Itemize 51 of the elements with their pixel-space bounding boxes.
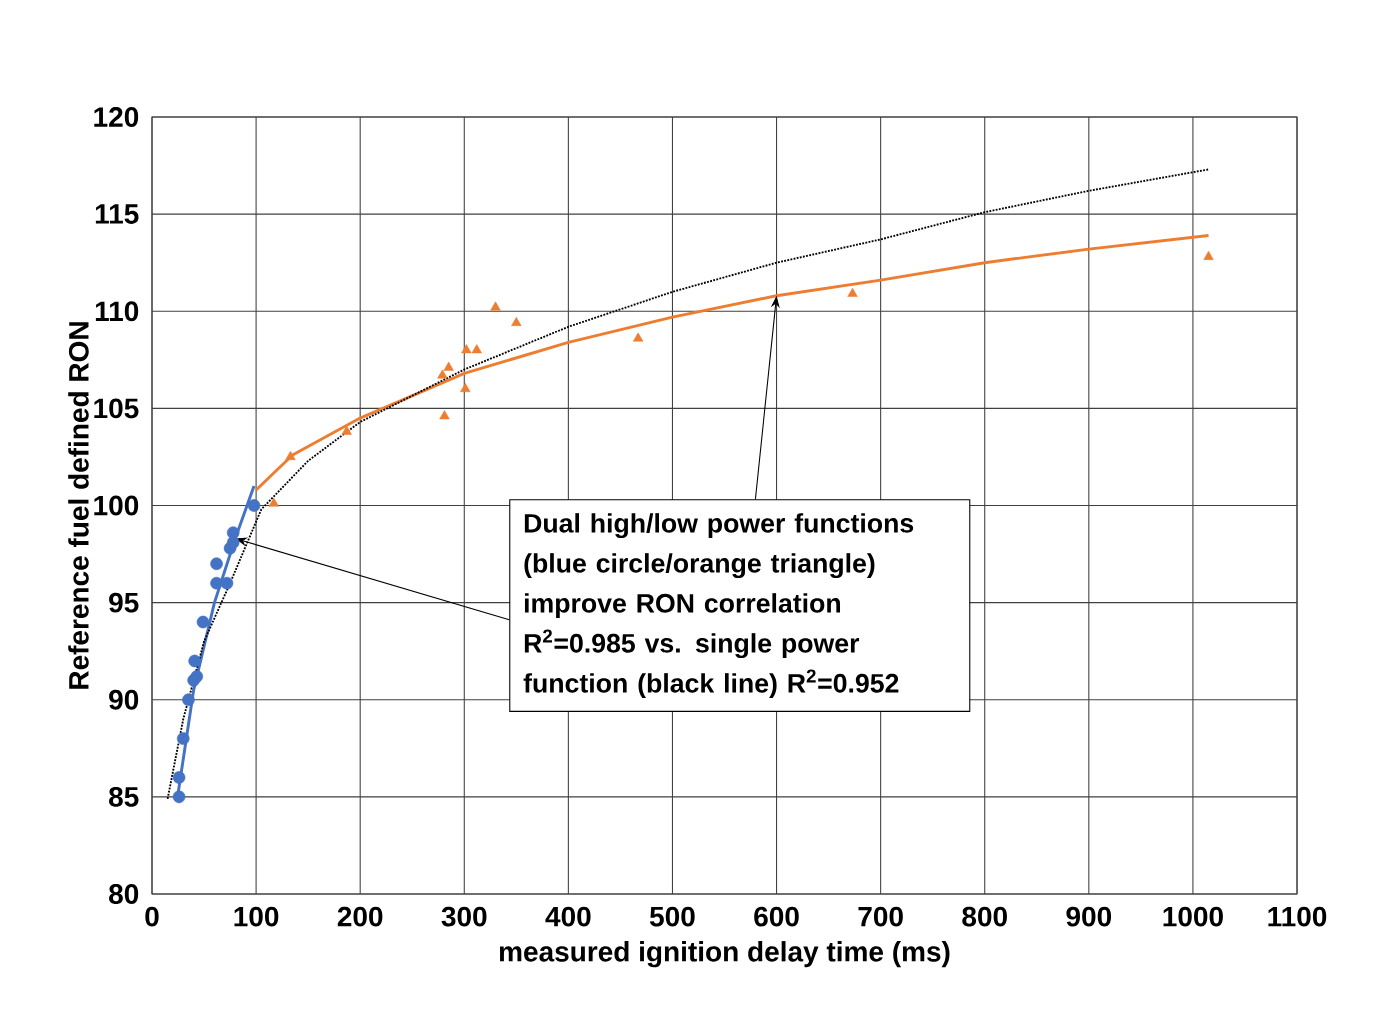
x-tick-label: 500 xyxy=(649,906,695,927)
point xyxy=(210,557,223,571)
line-series xyxy=(166,168,1210,800)
x-tick-label: 700 xyxy=(858,906,903,927)
y-tick-label: 85 xyxy=(109,786,139,807)
x-tick-label: 600 xyxy=(754,906,799,927)
point xyxy=(268,497,279,507)
point xyxy=(226,526,240,539)
point xyxy=(196,615,210,629)
y-tick-label: 95 xyxy=(109,592,139,613)
y-tick-label: 120 xyxy=(94,107,139,127)
point xyxy=(460,383,471,393)
y-tick-label: 105 xyxy=(94,398,139,419)
y-axis-title: Reference fuel defined RON xyxy=(68,322,89,689)
x-axis-title: measured ignition delay time (ms) xyxy=(499,941,950,968)
x-tick-label: 0 xyxy=(145,906,159,927)
point xyxy=(471,344,482,354)
x-tick-label: 1100 xyxy=(1268,906,1327,927)
point xyxy=(341,425,352,435)
x-tick-label: 300 xyxy=(441,906,487,927)
x-tick-label: 800 xyxy=(962,906,1007,927)
point xyxy=(1203,250,1214,260)
point xyxy=(461,344,472,354)
point xyxy=(172,771,186,784)
point xyxy=(188,654,201,668)
y-tick-label: 100 xyxy=(94,495,139,516)
point xyxy=(285,451,296,461)
y-tick-label: 90 xyxy=(109,689,139,710)
point xyxy=(190,670,204,683)
point xyxy=(847,287,858,297)
y-tick-label: 80 xyxy=(109,884,139,904)
point xyxy=(176,732,190,745)
line-series xyxy=(254,234,1210,492)
x-tick-label: 200 xyxy=(337,906,383,927)
point xyxy=(247,499,261,512)
point xyxy=(490,301,501,311)
x-tick-label: 400 xyxy=(545,906,591,927)
point xyxy=(632,332,644,342)
point xyxy=(443,361,454,371)
point xyxy=(220,576,234,590)
point xyxy=(437,369,448,379)
x-tick-label: 1000 xyxy=(1163,906,1223,927)
text: Dual high/low power functions (blue circle/orange triangle) improve RON correlation R$^{2}$=0.985 vs. single power function (black line) R$^{2}$=0.952 xyxy=(523,513,914,699)
point xyxy=(182,693,195,707)
y-tick-label: 110 xyxy=(95,301,139,322)
y-tick-label: 115 xyxy=(95,204,139,224)
point xyxy=(511,317,522,326)
x-tick-label: 100 xyxy=(234,906,279,927)
x-tick-label: 900 xyxy=(1066,906,1112,927)
point xyxy=(439,410,450,420)
point xyxy=(172,790,186,804)
